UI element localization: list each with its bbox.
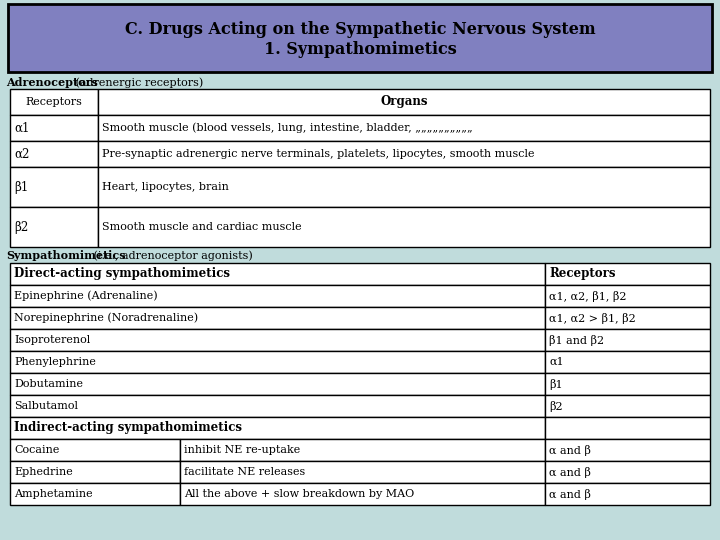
Bar xyxy=(545,439,710,461)
Bar xyxy=(545,461,710,483)
Text: Organs: Organs xyxy=(380,96,428,109)
Text: C. Drugs Acting on the Sympathetic Nervous System: C. Drugs Acting on the Sympathetic Nervo… xyxy=(125,21,595,37)
Bar xyxy=(545,395,710,417)
Text: inhibit NE re-uptake: inhibit NE re-uptake xyxy=(184,445,300,455)
Bar xyxy=(98,115,710,141)
Bar xyxy=(545,417,710,439)
Text: Isoproterenol: Isoproterenol xyxy=(14,335,90,345)
Bar xyxy=(10,483,180,505)
Bar xyxy=(180,461,545,483)
Text: Phenylephrine: Phenylephrine xyxy=(14,357,96,367)
Bar xyxy=(98,89,710,115)
Bar xyxy=(10,89,98,115)
Bar xyxy=(98,167,710,207)
Bar xyxy=(10,373,545,395)
Text: Cocaine: Cocaine xyxy=(14,445,59,455)
Bar xyxy=(545,329,710,351)
Text: β2: β2 xyxy=(14,220,28,233)
Bar xyxy=(545,483,710,505)
Bar xyxy=(10,351,545,373)
Text: Receptors: Receptors xyxy=(26,97,82,107)
Text: facilitate NE releases: facilitate NE releases xyxy=(184,467,305,477)
Text: α1: α1 xyxy=(14,122,30,134)
Text: Heart, lipocytes, brain: Heart, lipocytes, brain xyxy=(102,182,229,192)
Text: α and β: α and β xyxy=(549,489,591,500)
Bar xyxy=(10,167,98,207)
Bar xyxy=(10,207,98,247)
Text: Receptors: Receptors xyxy=(549,267,616,280)
Text: Direct-acting sympathomimetics: Direct-acting sympathomimetics xyxy=(14,267,230,280)
Text: β1 and β2: β1 and β2 xyxy=(549,334,604,346)
Text: Adrenoceptors: Adrenoceptors xyxy=(6,77,98,88)
Text: α2: α2 xyxy=(14,147,30,160)
Bar xyxy=(545,285,710,307)
Text: α and β: α and β xyxy=(549,467,591,477)
Bar xyxy=(545,263,710,285)
Bar xyxy=(545,351,710,373)
Text: Pre-synaptic adrenergic nerve terminals, platelets, lipocytes, smooth muscle: Pre-synaptic adrenergic nerve terminals,… xyxy=(102,149,534,159)
Bar xyxy=(98,141,710,167)
Bar xyxy=(10,461,180,483)
Text: Dobutamine: Dobutamine xyxy=(14,379,83,389)
Text: Amphetamine: Amphetamine xyxy=(14,489,93,499)
Text: α1, α2, β1, β2: α1, α2, β1, β2 xyxy=(549,291,626,301)
Text: α1, α2 > β1, β2: α1, α2 > β1, β2 xyxy=(549,313,636,323)
Text: α1: α1 xyxy=(549,357,564,367)
Text: β2: β2 xyxy=(549,401,562,411)
Bar xyxy=(10,417,545,439)
Text: (adrenergic receptors): (adrenergic receptors) xyxy=(72,77,203,87)
Text: Epinephrine (Adrenaline): Epinephrine (Adrenaline) xyxy=(14,291,158,301)
Text: β1: β1 xyxy=(549,379,562,389)
Bar xyxy=(180,483,545,505)
Bar xyxy=(10,439,180,461)
Text: Ephedrine: Ephedrine xyxy=(14,467,73,477)
Bar xyxy=(10,141,98,167)
Bar xyxy=(10,395,545,417)
Bar xyxy=(180,439,545,461)
Bar xyxy=(545,307,710,329)
Text: (i.e., adrenoceptor agonists): (i.e., adrenoceptor agonists) xyxy=(90,250,253,261)
Text: β1: β1 xyxy=(14,180,28,193)
Text: α and β: α and β xyxy=(549,444,591,456)
Bar xyxy=(98,207,710,247)
Bar xyxy=(10,307,545,329)
Text: Smooth muscle (blood vessels, lung, intestine, bladder, „„„„„„„„„„: Smooth muscle (blood vessels, lung, inte… xyxy=(102,123,473,133)
Text: Norepinephrine (Noradrenaline): Norepinephrine (Noradrenaline) xyxy=(14,313,198,323)
Text: 1. Sympathomimetics: 1. Sympathomimetics xyxy=(264,42,456,58)
Text: Sympathomimetics: Sympathomimetics xyxy=(6,250,125,261)
Bar xyxy=(10,115,98,141)
Bar xyxy=(10,329,545,351)
Text: All the above + slow breakdown by MAO: All the above + slow breakdown by MAO xyxy=(184,489,414,499)
Text: Indirect-acting sympathomimetics: Indirect-acting sympathomimetics xyxy=(14,422,242,435)
Text: Salbutamol: Salbutamol xyxy=(14,401,78,411)
Bar xyxy=(10,263,545,285)
Bar xyxy=(10,285,545,307)
Bar xyxy=(545,373,710,395)
Text: Smooth muscle and cardiac muscle: Smooth muscle and cardiac muscle xyxy=(102,222,302,232)
Bar xyxy=(8,4,712,72)
